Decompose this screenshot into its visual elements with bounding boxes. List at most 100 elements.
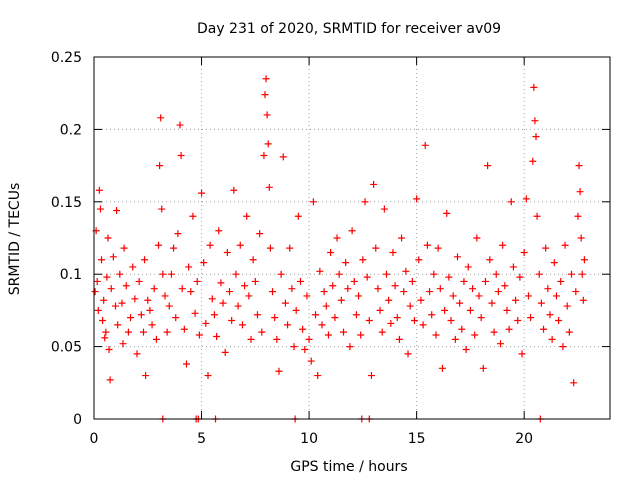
data-point xyxy=(309,198,317,206)
data-point xyxy=(182,360,190,368)
data-point xyxy=(484,162,492,170)
data-point xyxy=(158,205,166,213)
data-point xyxy=(322,302,330,310)
data-point xyxy=(346,343,354,351)
data-point xyxy=(531,117,539,125)
data-point xyxy=(265,183,273,191)
data-point xyxy=(578,270,586,278)
data-point xyxy=(200,259,208,267)
data-point xyxy=(333,234,341,242)
data-point xyxy=(335,270,343,278)
data-point xyxy=(509,263,517,271)
data-point xyxy=(548,335,556,343)
data-point xyxy=(535,270,543,278)
data-point xyxy=(537,299,545,307)
data-point xyxy=(404,350,412,358)
data-point xyxy=(559,343,567,351)
y-axis-label: SRMTID / TECUs xyxy=(7,183,23,296)
data-point xyxy=(324,331,332,339)
data-point xyxy=(139,328,147,336)
data-point xyxy=(294,212,302,220)
data-point xyxy=(172,314,180,322)
data-point xyxy=(120,244,128,252)
x-tick-label: 5 xyxy=(197,431,206,447)
data-point xyxy=(167,270,175,278)
data-point xyxy=(213,332,221,340)
data-point xyxy=(342,259,350,267)
data-point xyxy=(94,306,102,314)
data-point xyxy=(232,270,240,278)
data-point xyxy=(93,277,101,285)
data-point xyxy=(104,234,112,242)
data-point xyxy=(490,328,498,336)
data-point xyxy=(288,285,296,293)
data-point xyxy=(443,209,451,217)
data-point xyxy=(109,253,117,261)
data-point xyxy=(426,288,434,296)
data-point xyxy=(247,335,255,343)
data-point xyxy=(393,314,401,322)
data-point xyxy=(408,277,416,285)
data-point xyxy=(105,345,113,353)
data-point xyxy=(245,292,253,300)
data-point xyxy=(348,227,356,235)
data-point xyxy=(318,321,326,329)
data-point xyxy=(383,270,391,278)
data-point xyxy=(215,227,223,235)
data-point xyxy=(327,248,335,256)
data-point xyxy=(180,325,188,333)
data-point xyxy=(98,256,106,264)
data-point xyxy=(91,288,99,296)
data-point xyxy=(555,317,563,325)
data-points xyxy=(91,75,588,423)
data-point xyxy=(114,321,122,329)
data-point xyxy=(155,241,163,249)
data-point xyxy=(456,299,464,307)
data-point xyxy=(230,186,238,194)
data-point xyxy=(557,277,565,285)
x-tick-label: 20 xyxy=(515,431,533,447)
data-point xyxy=(102,328,110,336)
data-point xyxy=(131,295,139,303)
data-point xyxy=(95,186,103,194)
data-point xyxy=(544,285,552,293)
data-point xyxy=(527,314,535,322)
data-point xyxy=(281,299,289,307)
data-point xyxy=(471,331,479,339)
data-point xyxy=(400,288,408,296)
data-point xyxy=(376,306,384,314)
data-point xyxy=(163,328,171,336)
data-point xyxy=(208,295,216,303)
data-point xyxy=(512,296,520,304)
data-point xyxy=(464,263,472,271)
data-point xyxy=(243,212,251,220)
data-point xyxy=(284,321,292,329)
data-point xyxy=(305,335,313,343)
data-point xyxy=(221,348,229,356)
data-point xyxy=(565,328,573,336)
data-point xyxy=(410,317,418,325)
data-point xyxy=(567,270,575,278)
data-point xyxy=(106,376,114,384)
data-point xyxy=(217,279,225,287)
data-point xyxy=(550,259,558,267)
data-point xyxy=(129,263,137,271)
data-point xyxy=(473,234,481,242)
data-point xyxy=(507,198,515,206)
data-point xyxy=(520,248,528,256)
y-tick-label: 0.25 xyxy=(51,50,82,66)
data-point xyxy=(316,267,324,275)
y-tick-label: 0.05 xyxy=(51,340,82,356)
data-point xyxy=(185,263,193,271)
data-point xyxy=(137,311,145,319)
data-point xyxy=(148,321,156,329)
data-point xyxy=(127,314,135,322)
data-point xyxy=(546,311,554,319)
data-point xyxy=(529,157,537,165)
data-point xyxy=(337,296,345,304)
plot-area-frame xyxy=(93,56,611,420)
data-point xyxy=(264,140,272,148)
data-point xyxy=(314,372,322,380)
data-point xyxy=(238,321,246,329)
